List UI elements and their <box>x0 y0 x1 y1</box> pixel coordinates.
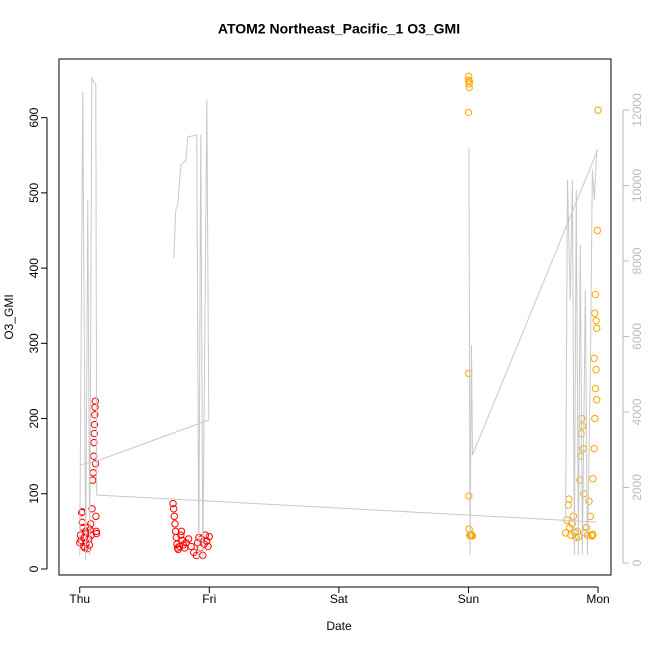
data-point <box>594 106 602 114</box>
data-point <box>565 523 574 532</box>
data-point <box>591 309 599 317</box>
y-tick-label: 0 <box>27 565 41 572</box>
data-point <box>187 542 195 551</box>
data-point <box>84 523 92 532</box>
data-point <box>171 520 179 528</box>
y2-tick-label: 12000 <box>630 93 644 127</box>
data-point <box>590 444 598 453</box>
data-point <box>175 542 184 551</box>
y2-tick-label: 8000 <box>630 247 644 274</box>
data-point <box>465 83 473 92</box>
data-point <box>582 523 591 532</box>
y2-tick-label: 2000 <box>630 474 644 501</box>
x-tick-label: Fri <box>202 592 216 606</box>
data-point <box>465 72 473 81</box>
data-point <box>170 512 179 521</box>
data-point <box>588 532 596 540</box>
data-point <box>576 452 585 460</box>
data-point <box>204 542 212 551</box>
data-point <box>169 505 178 513</box>
data-point <box>91 459 100 468</box>
data-point <box>465 492 473 500</box>
data-point <box>89 469 98 477</box>
y-tick-label: 500 <box>27 183 41 203</box>
data-point <box>464 76 473 84</box>
data-point <box>593 396 601 404</box>
data-point <box>591 414 599 423</box>
data-point <box>196 544 204 552</box>
data-point <box>177 531 185 539</box>
x-tick-label: Sat <box>330 592 349 606</box>
data-point <box>587 531 596 539</box>
data-point <box>91 397 99 405</box>
x-axis-label: Date <box>326 619 352 633</box>
data-point <box>91 411 99 419</box>
y-tick-label: 600 <box>27 107 41 127</box>
data-point <box>593 226 602 235</box>
x-tick-label: Thu <box>69 592 90 606</box>
data-point <box>468 531 476 539</box>
x-tick-label: Mon <box>586 592 609 606</box>
data-point <box>578 422 587 430</box>
plot-box <box>58 58 612 576</box>
y-tick-label: 100 <box>27 483 41 503</box>
y2-tick-label: 4000 <box>630 398 644 425</box>
y2-tick-label: 0 <box>630 559 644 566</box>
data-point <box>88 505 96 513</box>
data-point <box>76 531 85 539</box>
data-point <box>569 512 578 521</box>
data-point <box>169 499 177 508</box>
data-point <box>184 535 193 543</box>
y-tick-label: 400 <box>27 258 41 278</box>
data-point <box>589 475 597 483</box>
data-point <box>90 420 99 429</box>
x-tick-label: Sun <box>458 592 479 606</box>
data-point <box>177 527 186 536</box>
data-point <box>92 512 100 521</box>
y2-tick-label: 10000 <box>630 168 644 202</box>
data-point <box>90 452 98 460</box>
y-axis-label: O3_GMI <box>2 294 16 339</box>
data-point <box>87 531 96 539</box>
data-point <box>91 403 99 411</box>
y-tick-label: 200 <box>27 408 41 428</box>
data-point <box>182 538 190 547</box>
data-point <box>591 290 600 299</box>
data-point <box>83 544 92 553</box>
data-point <box>592 365 600 374</box>
y-tick-label: 300 <box>27 333 41 353</box>
data-point <box>593 324 601 332</box>
data-point <box>205 532 214 541</box>
data-point <box>77 508 86 517</box>
data-point <box>565 495 573 503</box>
data-point <box>92 529 101 538</box>
data-point <box>592 317 600 325</box>
data-point <box>467 530 475 539</box>
data-point <box>90 438 98 447</box>
data-line <box>79 76 599 560</box>
data-point <box>90 429 98 438</box>
data-point <box>87 520 95 528</box>
data-point <box>590 354 598 363</box>
data-point <box>465 77 474 86</box>
data-point <box>591 384 600 393</box>
y2-tick-label: 6000 <box>630 323 644 350</box>
data-point <box>92 527 101 536</box>
data-point <box>464 108 473 117</box>
data-point <box>468 532 477 540</box>
data-point <box>585 497 593 505</box>
chart-title: ATOM2 Northeast_Pacific_1 O3_GMI <box>218 21 460 37</box>
